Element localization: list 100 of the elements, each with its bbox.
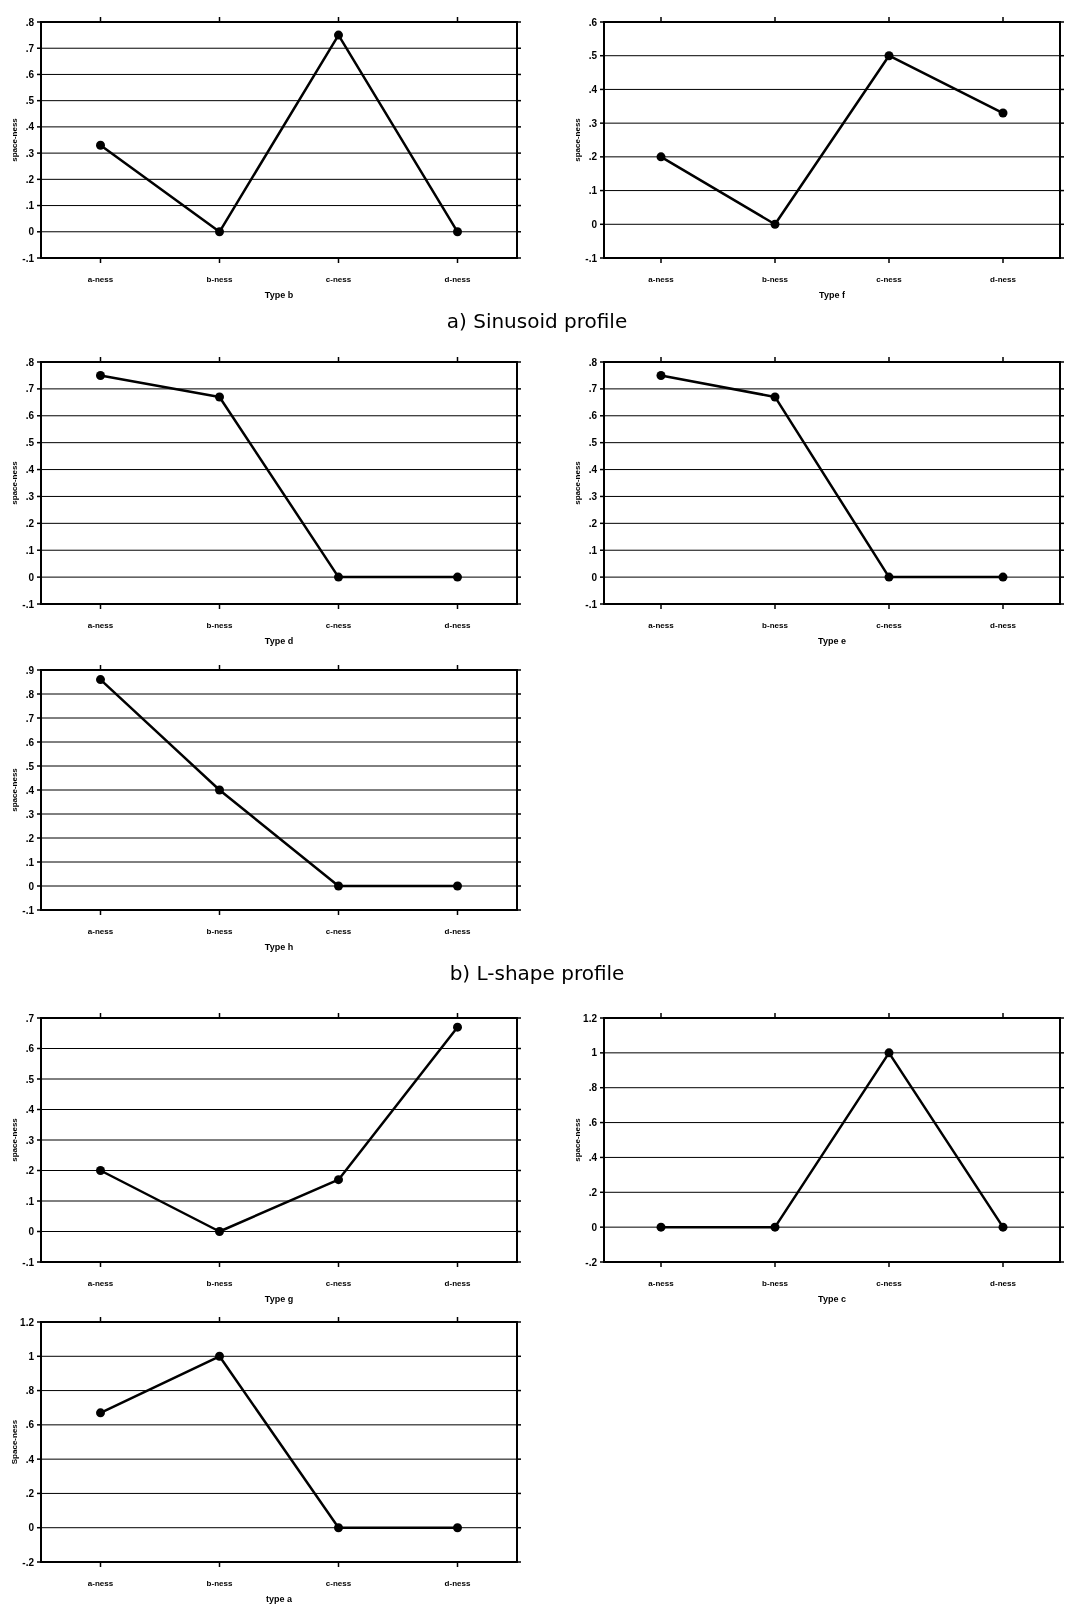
point bbox=[998, 572, 1008, 582]
y-tick-label: .5 bbox=[25, 760, 35, 772]
y-tick-label: .3 bbox=[588, 117, 598, 129]
x-tick-label: d-ness bbox=[444, 927, 471, 936]
y-tick-label: .2 bbox=[25, 517, 35, 529]
point bbox=[96, 370, 105, 380]
point bbox=[334, 30, 343, 40]
y-tick-label: -.1 bbox=[22, 1256, 35, 1268]
y-tick-label: .7 bbox=[25, 383, 35, 395]
y-tick-label: .6 bbox=[25, 410, 35, 422]
y-tick-label: 0 bbox=[28, 880, 35, 892]
y-tick-label: .4 bbox=[588, 1151, 598, 1163]
y-tick-label: .1 bbox=[588, 185, 598, 197]
x-tick-label: c-ness bbox=[325, 621, 352, 630]
y-axis-title: space-ness bbox=[10, 117, 19, 162]
point bbox=[770, 392, 780, 402]
x-tick-label: b-ness bbox=[762, 275, 789, 284]
y-tick-label: .6 bbox=[588, 1117, 598, 1129]
x-tick-label: d-ness bbox=[990, 275, 1017, 284]
y-tick-label: .8 bbox=[25, 356, 35, 368]
y-axis-title: space-ness bbox=[10, 1117, 19, 1162]
x-tick-label: b-ness bbox=[206, 621, 233, 630]
x-tick-label: c-ness bbox=[325, 1579, 352, 1588]
point bbox=[215, 1227, 224, 1236]
point bbox=[96, 1166, 105, 1175]
x-tick-label: c-ness bbox=[325, 1279, 352, 1288]
y-tick-label: 0 bbox=[591, 218, 598, 230]
point bbox=[215, 785, 224, 795]
y-tick-label: .4 bbox=[25, 121, 35, 133]
y-tick-label: .4 bbox=[588, 464, 598, 476]
y-tick-label: 0 bbox=[591, 1221, 598, 1233]
point bbox=[215, 227, 224, 237]
y-tick-label: .1 bbox=[25, 544, 35, 556]
y-tick-label: .6 bbox=[25, 68, 35, 80]
point bbox=[334, 1523, 343, 1533]
y-tick-label: .3 bbox=[25, 147, 35, 159]
x-tick-label: d-ness bbox=[444, 1579, 471, 1588]
x-tick-label: c-ness bbox=[325, 927, 352, 936]
x-tick-label: b-ness bbox=[206, 1279, 233, 1288]
y-tick-label: .8 bbox=[25, 16, 35, 28]
y-tick-label: 1.2 bbox=[20, 1316, 35, 1328]
y-tick-label: .9 bbox=[25, 664, 35, 676]
y-tick-label: .5 bbox=[25, 437, 35, 449]
y-tick-label: .5 bbox=[25, 95, 35, 107]
y-tick-label: -.1 bbox=[22, 904, 35, 916]
point bbox=[656, 370, 666, 380]
y-tick-label: 0 bbox=[28, 571, 35, 583]
y-axis-title: space-ness bbox=[573, 117, 582, 162]
x-tick-label: a-ness bbox=[87, 927, 114, 936]
y-tick-label: .8 bbox=[25, 688, 35, 700]
y-tick-label: 1 bbox=[591, 1047, 598, 1059]
x-axis-title: Type e bbox=[818, 636, 846, 646]
x-axis-title: Type c bbox=[818, 1294, 846, 1304]
y-tick-label: .3 bbox=[25, 490, 35, 502]
y-tick-label: 0 bbox=[28, 226, 35, 238]
y-tick-label: .4 bbox=[25, 1104, 35, 1115]
point bbox=[334, 881, 343, 891]
x-axis-title: Type d bbox=[264, 636, 294, 646]
y-tick-label: .6 bbox=[588, 16, 598, 28]
y-tick-label: .5 bbox=[588, 437, 598, 449]
y-tick-label: .1 bbox=[25, 856, 35, 868]
y-tick-label: 1.2 bbox=[583, 1012, 598, 1024]
point bbox=[334, 1175, 343, 1185]
point bbox=[215, 1351, 224, 1361]
y-tick-label: .8 bbox=[588, 356, 598, 368]
y-tick-label: .2 bbox=[588, 151, 598, 163]
y-tick-label: .2 bbox=[25, 173, 35, 185]
y-axis-title: space-ness bbox=[10, 460, 19, 505]
x-axis-title: Type f bbox=[819, 290, 846, 300]
x-tick-label: d-ness bbox=[444, 275, 471, 284]
y-tick-label: 1 bbox=[28, 1350, 35, 1362]
point bbox=[96, 675, 105, 685]
point bbox=[453, 572, 462, 582]
y-tick-label: .4 bbox=[25, 464, 35, 476]
y-tick-label: -.2 bbox=[585, 1256, 598, 1268]
x-tick-label: a-ness bbox=[87, 1279, 114, 1288]
y-tick-label: .1 bbox=[25, 200, 35, 212]
y-tick-label: .4 bbox=[588, 83, 598, 95]
x-tick-label: a-ness bbox=[87, 1579, 114, 1588]
y-axis-title: space-ness bbox=[10, 767, 19, 812]
point bbox=[453, 1523, 462, 1533]
y-tick-label: .8 bbox=[25, 1385, 35, 1397]
y-tick-label: .7 bbox=[25, 1012, 35, 1024]
y-tick-label: .6 bbox=[25, 736, 35, 748]
text: a) Sinusoid profile bbox=[446, 309, 628, 333]
x-tick-label: c-ness bbox=[876, 1279, 903, 1288]
y-tick-label: .2 bbox=[25, 832, 35, 844]
x-tick-label: d-ness bbox=[444, 621, 471, 630]
x-tick-label: d-ness bbox=[990, 621, 1017, 630]
y-tick-label: -.1 bbox=[585, 598, 598, 610]
y-tick-label: -.1 bbox=[22, 598, 35, 610]
y-tick-label: .7 bbox=[588, 383, 598, 395]
y-tick-label: -.1 bbox=[22, 252, 35, 264]
y-tick-label: .2 bbox=[25, 1165, 35, 1176]
y-tick-label: 0 bbox=[591, 571, 598, 583]
point bbox=[96, 1408, 105, 1418]
x-tick-label: b-ness bbox=[206, 1579, 233, 1588]
point bbox=[884, 572, 894, 582]
x-axis-title: Type h bbox=[264, 942, 294, 952]
y-tick-label: .2 bbox=[588, 1186, 598, 1198]
